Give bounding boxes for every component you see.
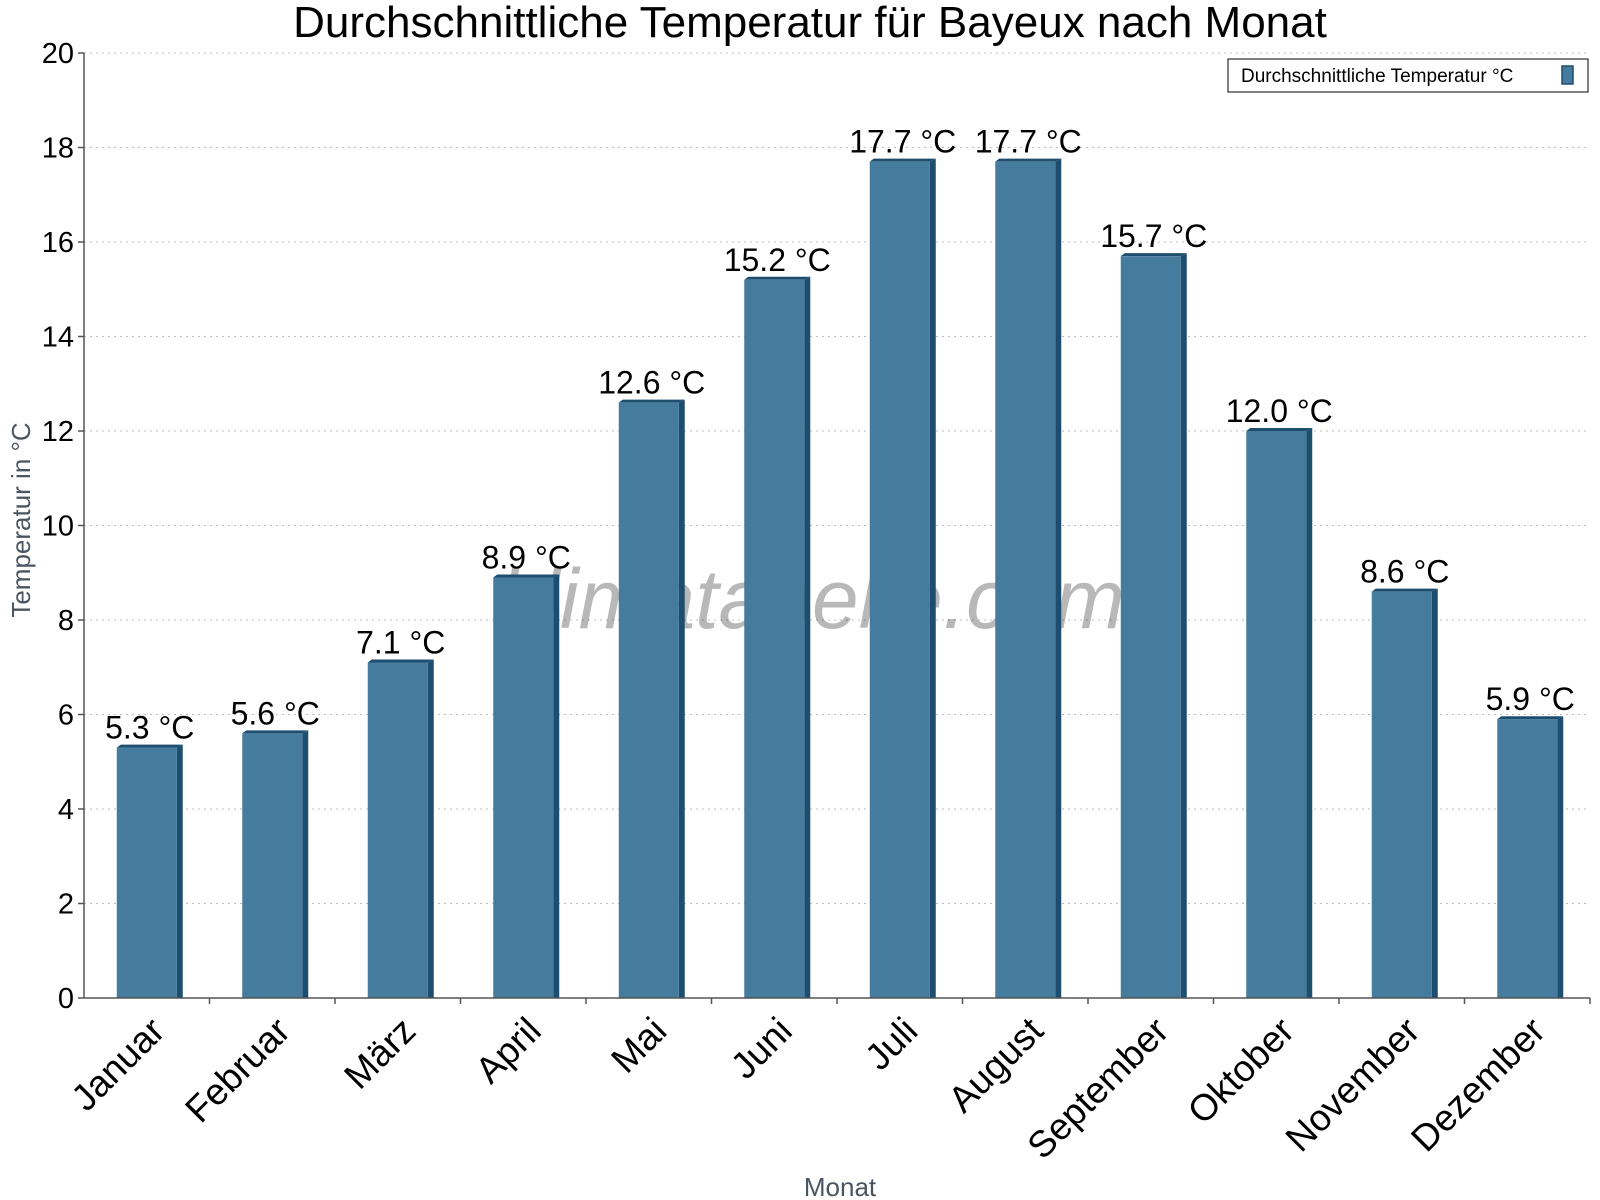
bar-april <box>493 574 560 998</box>
bar-side <box>804 276 811 998</box>
y-tick-label: 10 <box>42 511 74 543</box>
y-tick-label: 14 <box>42 322 74 354</box>
bar-side <box>1055 158 1062 999</box>
bar-side <box>929 158 936 999</box>
bar-top <box>744 276 811 280</box>
y-axis-ticks: 0 2 4 6 8 10 12 14 16 18 20 <box>42 38 84 1015</box>
legend-swatch <box>1561 65 1574 85</box>
bar-dezember <box>1497 716 1564 998</box>
legend-label: Durchschnittliche Temperatur °C <box>1241 66 1513 87</box>
x-axis-ticks: Januar Februar März April Mai Juni Juli AugustS… <box>63 998 1591 1167</box>
bar-september <box>1120 253 1187 999</box>
bar-side <box>427 659 434 998</box>
bar-top <box>618 399 685 403</box>
x-tick-label: April <box>468 1010 549 1091</box>
data-label: 12.6 °C <box>598 365 705 401</box>
bar-top <box>493 574 560 578</box>
data-label: 5.6 °C <box>231 695 320 731</box>
y-tick-label: 16 <box>42 227 74 259</box>
y-tick-label: 18 <box>42 133 74 165</box>
y-tick-label: 8 <box>58 605 74 637</box>
x-tick-label: Mai <box>603 1010 674 1081</box>
bar-august <box>995 158 1062 999</box>
y-tick-label: 0 <box>58 983 74 1015</box>
x-tick-label: November <box>1278 1010 1428 1160</box>
data-label: 15.2 °C <box>724 242 831 278</box>
data-label: 5.3 °C <box>105 710 194 746</box>
x-tick-label: Juli <box>857 1010 925 1078</box>
bar-side <box>1557 716 1564 998</box>
bar-juni <box>744 276 811 998</box>
bar-märz <box>367 659 434 998</box>
bar-top <box>242 730 309 734</box>
x-axis-title: Monat <box>804 1172 877 1200</box>
y-tick-label: 2 <box>58 889 74 921</box>
data-labels: 5.3 °C 5.6 °C 7.1 °C 8.9 °C 12.6 °C 15.2 °C 17… <box>105 124 1575 746</box>
bar-top <box>1497 716 1564 720</box>
data-label: 12.0 °C <box>1226 393 1333 429</box>
bar-front <box>1371 591 1432 998</box>
bar-front <box>1497 719 1558 998</box>
bar-front <box>367 662 428 998</box>
chart-title: Durchschnittliche Temperatur für Bayeux … <box>293 0 1327 47</box>
data-label: 8.6 °C <box>1360 554 1449 590</box>
bar-front <box>869 161 930 999</box>
bar-top <box>367 659 434 663</box>
x-tick-label: Januar <box>63 1010 172 1119</box>
data-label: 17.7 °C <box>975 124 1082 160</box>
bar-side <box>302 730 309 998</box>
bar-top <box>1246 428 1313 431</box>
bar-side <box>1431 588 1438 998</box>
bar-oktober <box>1246 428 1313 998</box>
bar-front <box>744 279 805 998</box>
bar-front <box>995 161 1056 999</box>
bar-februar <box>242 730 309 998</box>
bar-front <box>618 402 679 998</box>
bars <box>116 158 1564 999</box>
bar-top <box>869 158 936 162</box>
bar-top <box>1120 253 1187 257</box>
x-tick-label: März <box>336 1010 423 1097</box>
bar-front <box>1246 431 1307 998</box>
legend: Durchschnittliche Temperatur °C <box>1227 58 1589 93</box>
y-tick-label: 20 <box>42 38 74 70</box>
x-tick-label: Oktober <box>1180 1010 1302 1132</box>
bar-front <box>242 733 303 998</box>
bar-side <box>1306 428 1313 998</box>
bar-front <box>1120 256 1181 998</box>
y-tick-label: 4 <box>58 794 74 826</box>
data-label: 7.1 °C <box>356 625 445 661</box>
grid-lines <box>84 52 1590 904</box>
bar-top <box>995 158 1062 162</box>
x-tick-label: August <box>940 1009 1051 1120</box>
x-tick-label: Juni <box>723 1010 800 1087</box>
bar-side <box>1180 253 1187 999</box>
bar-front <box>116 747 177 998</box>
y-axis-title: Temperatur in °C <box>6 422 36 617</box>
bar-juli <box>869 158 936 999</box>
y-tick-label: 12 <box>42 416 74 448</box>
x-tick-label: Februar <box>177 1010 298 1131</box>
legend-box <box>1227 58 1589 93</box>
bar-top <box>116 744 183 748</box>
bar-mai <box>618 399 685 998</box>
bar-side <box>553 574 560 998</box>
bar-side <box>678 399 685 998</box>
y-tick-label: 6 <box>58 700 74 732</box>
bar-side <box>176 744 183 998</box>
data-label: 15.7 °C <box>1100 218 1207 254</box>
bar-top <box>1371 588 1438 592</box>
bar-november <box>1371 588 1438 998</box>
data-label: 5.9 °C <box>1486 681 1575 717</box>
x-tick-label: Dezember <box>1403 1010 1553 1160</box>
bar-januar <box>116 744 183 998</box>
data-label: 8.9 °C <box>482 539 571 575</box>
data-label: 17.7 °C <box>849 124 956 160</box>
bar-front <box>493 577 554 998</box>
